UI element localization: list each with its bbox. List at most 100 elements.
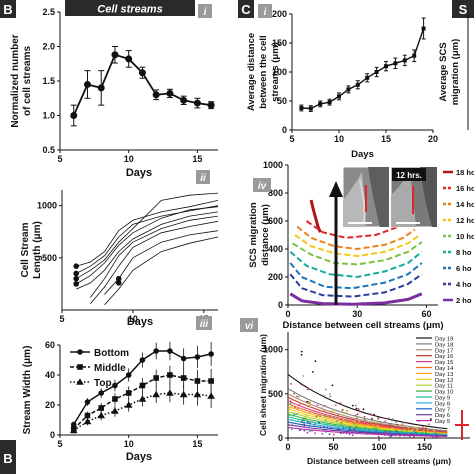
cell-sheet-point-day-5 — [412, 436, 415, 438]
cell-sheet-point-day-5 — [351, 434, 354, 437]
norm-streams-y-tick-label: 2.5 — [42, 7, 55, 17]
scs-distance-y-tick-label: 0 — [278, 300, 283, 310]
cell-sheet-point-day-18 — [329, 395, 332, 398]
cell-sheet-y-label: Cell sheet migration (μm) — [258, 334, 268, 436]
norm-streams-point — [111, 51, 119, 59]
scs-distance-legend-label-16-hours: 16 ho — [456, 184, 474, 193]
stream-width-y-tick-label: 0 — [50, 430, 55, 440]
cell-sheet-y-tick-label: 1000 — [263, 345, 283, 355]
stream-width-middle-point — [167, 372, 173, 378]
cell-sheet-legend-label-day-14: Day 14 — [435, 366, 454, 372]
scs-distance-line-6-hours — [289, 262, 423, 290]
cell-sheet-fit-day-15 — [287, 400, 448, 434]
cell-sheet-point-day-12 — [374, 421, 377, 423]
scs-partial-y-label-line2: migration (μm) — [450, 39, 461, 106]
cell-sheet-point-day-6 — [306, 421, 309, 424]
stream-width-middle-point — [153, 375, 159, 381]
scs-distance-y-tick-label: 1000 — [263, 160, 283, 170]
cell-sheet-legend-label-day-16: Day 16 — [435, 354, 453, 360]
avg-distance-y-tick-label: 50 — [277, 96, 287, 106]
cell-sheet-point-day-17 — [329, 393, 331, 396]
cell-streams-header-bg — [65, 0, 195, 16]
sublabel-i-right: i — [264, 7, 267, 18]
stream-length-y-tick-label: 500 — [42, 253, 57, 263]
cell-sheet-point-day-17 — [395, 421, 397, 424]
panel-letter-c-bg — [238, 0, 254, 18]
stream-width-middle-point — [180, 375, 187, 381]
avg-distance-y-label: between the cell — [258, 35, 269, 108]
cell-sheet-point-day-17 — [302, 375, 305, 377]
cell-sheet-point-day-6 — [375, 430, 378, 433]
cell-sheet-point-day-10 — [353, 423, 356, 425]
cell-sheet-point-day-10 — [346, 420, 349, 423]
sublabel-iv-bg — [253, 178, 271, 192]
stream-width-bottom-point — [208, 351, 214, 357]
cell-sheet-point-day-9 — [323, 421, 325, 424]
cell-sheet-point-day-11 — [335, 415, 338, 418]
stream-length-x-label: Days — [127, 316, 153, 328]
norm-streams-point — [70, 112, 78, 119]
avg-distance-x-tick-label: 10 — [334, 134, 344, 144]
norm-streams-point — [207, 101, 215, 109]
cell-sheet-point-day-7 — [340, 432, 342, 435]
norm-streams-point — [193, 99, 201, 107]
scs-distance-legend-label-10-hours: 10 ho — [456, 232, 474, 241]
norm-streams-x-tick-label: 15 — [192, 154, 202, 164]
cell-sheet-point-day-7 — [298, 429, 301, 432]
norm-streams-point — [166, 89, 174, 97]
cell-sheet-point-day-16 — [425, 427, 427, 430]
norm-streams-y-tick-label: 1.5 — [42, 76, 55, 86]
cell-sheet-point-day-7 — [342, 426, 344, 429]
cell-sheet-fit-day-7 — [287, 421, 448, 437]
cell-sheet-point-day-19 — [312, 371, 314, 373]
cell-sheet-point-day-5 — [321, 433, 324, 435]
stream-length-line-6 — [90, 215, 219, 298]
sublabel-ii-bg — [196, 170, 210, 184]
sublabel-iii: iii — [200, 319, 209, 330]
cell-sheet-point-day-19 — [300, 350, 303, 353]
norm-streams-point — [180, 96, 188, 104]
avg-distance-point — [402, 58, 407, 63]
stream-width-bottom-point — [125, 372, 132, 378]
cell-sheet-legend-label-day-10: Day 10 — [435, 390, 453, 396]
avg-distance-point — [327, 100, 332, 105]
cell-sheet-x-tick-label: 100 — [371, 442, 386, 452]
cell-sheet-point-day-8 — [434, 432, 437, 434]
cell-sheet-point-day-15 — [334, 404, 337, 406]
scs-distance-line-12-hours — [294, 234, 421, 258]
panel-letter-b-bottom: B — [3, 451, 12, 466]
stream-width-y-tick-label: 40 — [45, 370, 55, 380]
cell-sheet-point-day-6 — [309, 422, 311, 424]
panel-letter-b: B — [3, 2, 12, 17]
cell-sheet-point-day-13 — [402, 424, 404, 427]
norm-streams-y-label: of cell streams — [22, 46, 33, 116]
cell-sheet-point-day-9 — [401, 428, 403, 431]
cell-sheet-point-day-7 — [300, 421, 303, 423]
cell-sheet-point-day-5 — [323, 425, 325, 428]
stream-length-line-4 — [75, 206, 219, 285]
cell-sheet-point-day-10 — [425, 431, 427, 434]
scs-partial-y-label-line1: Average SCS — [438, 42, 449, 101]
cell-sheet-point-day-9 — [421, 431, 424, 434]
cell-sheet-point-day-18 — [391, 419, 393, 422]
panel-letter-c: C — [241, 2, 251, 17]
cell-sheet-point-day-16 — [293, 392, 296, 395]
cell-sheet-point-day-6 — [319, 426, 322, 429]
cell-sheet-point-day-12 — [433, 429, 435, 432]
sublabel-iv: iv — [258, 181, 268, 192]
stream-width-middle-point — [84, 412, 91, 419]
norm-streams-point — [125, 55, 133, 63]
avg-distance-point — [412, 53, 417, 58]
stream-length-y-tick-label: 1000 — [37, 201, 57, 211]
stream-width-top-point — [111, 407, 119, 414]
cell-sheet-legend-label-day-5: Day 5 — [435, 419, 450, 425]
cell-sheet-point-day-8 — [364, 427, 367, 429]
scs-distance-line-14-hours — [296, 225, 416, 251]
cell-sheet-point-day-18 — [354, 404, 357, 407]
cell-sheet-legend-label-day-8: Day 8 — [435, 401, 450, 407]
stream-width-bottom-point — [98, 390, 105, 396]
norm-streams-x-tick-label: 10 — [124, 154, 134, 164]
cell-sheet-point-day-13 — [345, 412, 348, 414]
stream-width-legend-label-middle: Middle — [94, 363, 126, 374]
norm-streams-x-tick-label: 5 — [57, 154, 62, 164]
